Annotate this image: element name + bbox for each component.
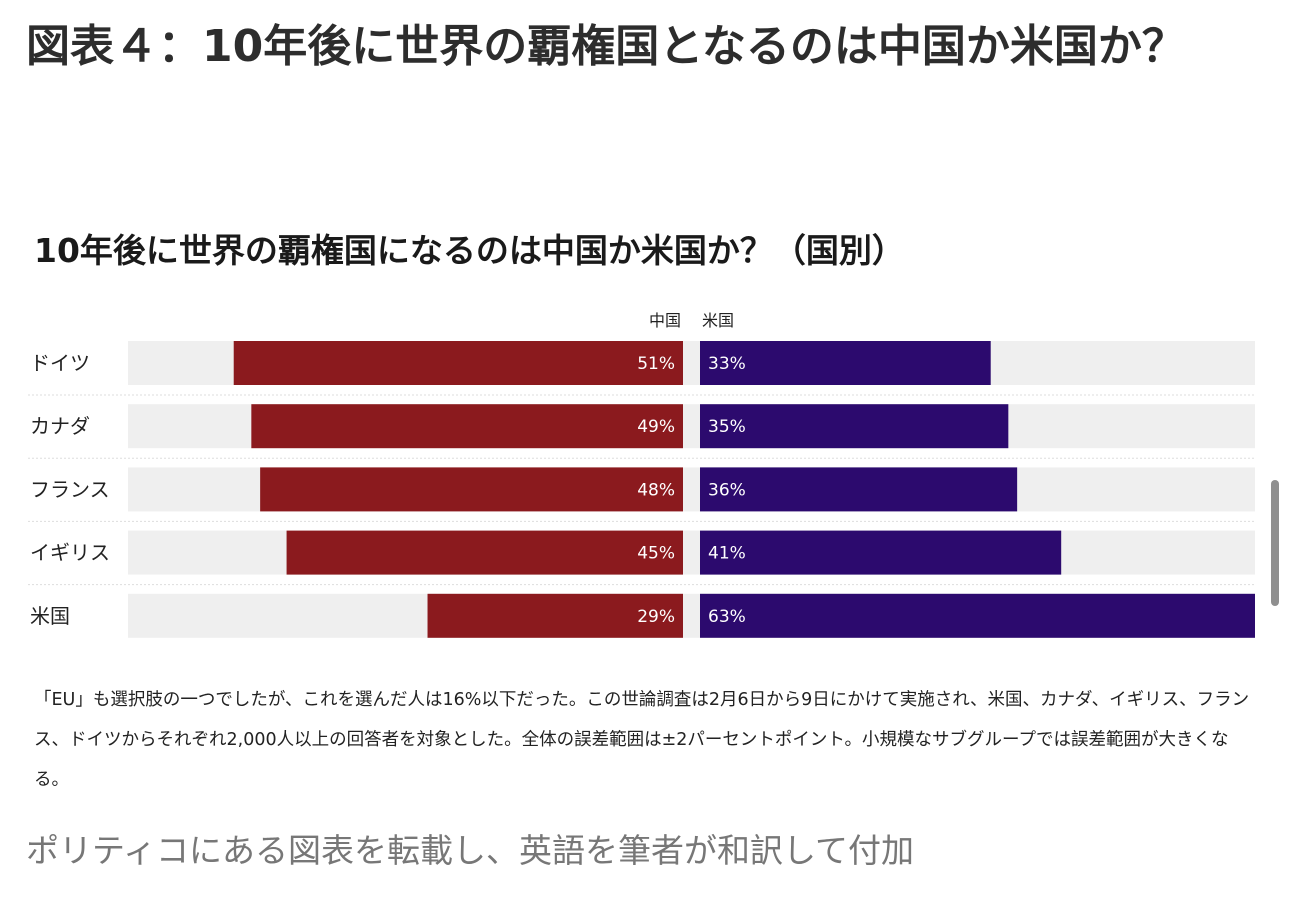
data-label-china: 48%: [637, 480, 675, 500]
data-label-usa: 33%: [708, 354, 746, 374]
data-label-china: 45%: [637, 544, 675, 564]
category-label: ドイツ: [30, 351, 90, 375]
data-label-usa: 41%: [708, 544, 746, 564]
bar-china: [233, 341, 683, 385]
page-heading: 図表４：10年後に世界の覇権国となるのは中国か米国か？: [26, 21, 1186, 72]
data-label-usa: 35%: [708, 417, 746, 437]
category-label: カナダ: [30, 414, 90, 438]
data-label-usa: 36%: [708, 480, 746, 500]
bar-usa: [700, 341, 991, 385]
bar-china: [251, 404, 684, 449]
category-label: フランス: [30, 477, 110, 501]
vertical-scrollbar[interactable]: [1271, 480, 1279, 606]
data-label-china: 51%: [637, 354, 675, 374]
bar-china: [286, 530, 683, 575]
category-label: 米国: [30, 604, 70, 628]
bar-usa: [700, 404, 1009, 449]
bar-usa: [700, 593, 1255, 638]
category-label: イギリス: [30, 541, 110, 565]
legend-usa: 米国: [702, 311, 734, 330]
source-caption: ポリティコにある図表を転載し、英語を筆者が和訳して付加: [26, 831, 915, 870]
data-label-usa: 63%: [708, 607, 746, 627]
survey-note: 「EU」も選択肢の一つでしたが、これを選んだ人は16%以下だった。この世論調査は…: [34, 690, 1250, 790]
data-label-china: 49%: [637, 417, 675, 437]
bar-china: [260, 467, 683, 512]
bar-usa: [700, 467, 1018, 512]
chart-title: 10年後に世界の覇権国になるのは中国か米国か？（国別）: [34, 231, 905, 270]
bar-usa: [700, 530, 1062, 575]
data-label-china: 29%: [637, 607, 675, 627]
bar-china: [427, 593, 683, 638]
legend-china: 中国: [649, 311, 681, 330]
